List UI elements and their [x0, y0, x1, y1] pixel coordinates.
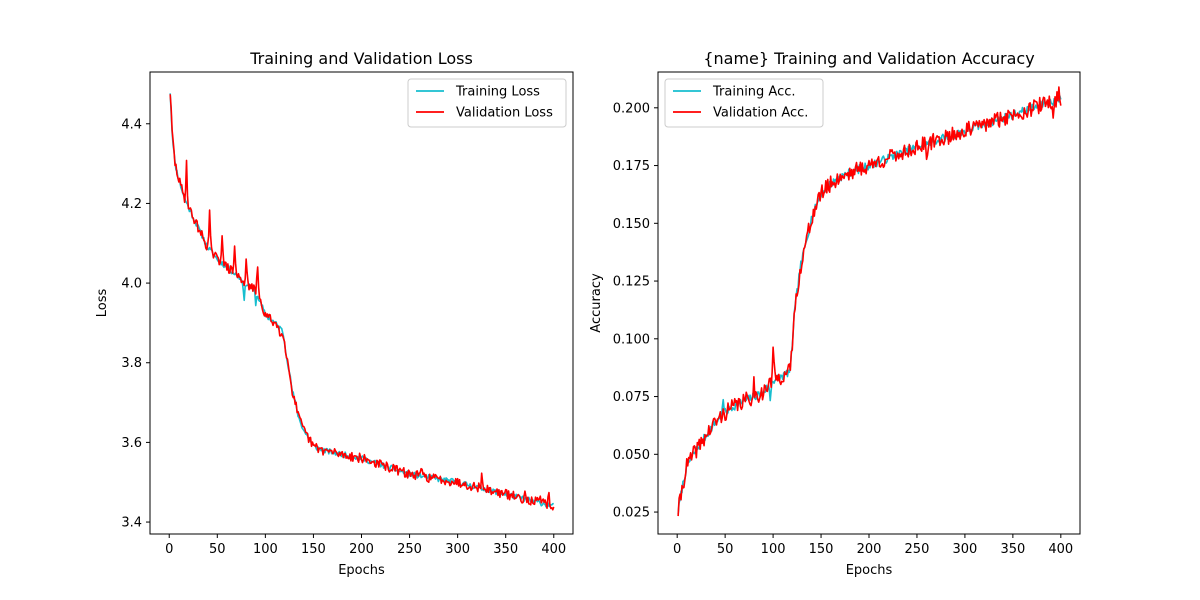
x-tick-label: 250: [397, 542, 422, 557]
legend-box: [664, 78, 824, 128]
x-tick-label: 100: [253, 542, 278, 557]
chart-title: {name} Training and Validation Accuracy: [703, 49, 1034, 68]
x-tick-label: 400: [541, 542, 566, 557]
y-tick-label: 4.0: [121, 277, 142, 292]
legend-label: Validation Loss: [456, 106, 553, 121]
series-lines: [677, 86, 1062, 517]
plot-frame: [149, 71, 574, 535]
y-tick-label: 4.2: [121, 197, 142, 212]
y-tick-label: 0.100: [613, 332, 650, 347]
y-tick-label: 0.050: [613, 448, 650, 463]
series-lines: [169, 93, 555, 511]
series-line-validation-loss: [169, 94, 555, 511]
x-tick-label: 300: [952, 542, 977, 557]
series-line-training-acc: [677, 95, 1062, 515]
y-tick-label: 0.075: [613, 390, 650, 405]
x-tick-label: 150: [301, 542, 326, 557]
accuracy-chart-panel: 0 50 100 150 200 250 300 350 400 0.025 0.050 0.075 0…: [589, 49, 1081, 578]
y-axis-label: Accuracy: [589, 273, 604, 333]
legend-box: [407, 78, 567, 128]
x-tick-label: 0: [673, 542, 681, 557]
x-tick-label: 250: [905, 542, 930, 557]
x-tick-label: 300: [445, 542, 470, 557]
y-tick-label: 4.4: [121, 117, 142, 132]
x-tick-label: 50: [209, 542, 226, 557]
loss-chart-panel: 0 50 100 150 200 250 300 350 400 3.4 3.6 3.8 4.0 4.2 4…: [95, 49, 574, 578]
x-axis-label: Epochs: [338, 563, 385, 578]
legend-label: Validation Acc.: [713, 106, 808, 121]
plot-frame: [657, 71, 1081, 535]
x-tick-label: 50: [717, 542, 734, 557]
y-tick-label: 0.025: [613, 506, 650, 521]
legend-label: Training Acc.: [712, 85, 796, 100]
x-tick-label: 150: [809, 542, 834, 557]
y-tick-label: 3.6: [121, 436, 142, 451]
x-tick-label: 200: [857, 542, 882, 557]
y-tick-label: 0.175: [613, 159, 650, 174]
y-tick-label: 0.200: [613, 101, 650, 116]
chart-title: Training and Validation Loss: [249, 49, 473, 68]
legend: Training Acc. Validation Acc.: [664, 78, 824, 128]
legend: Training Loss Validation Loss: [407, 78, 567, 128]
x-tick-label: 200: [349, 542, 374, 557]
x-tick-label: 400: [1048, 542, 1073, 557]
y-tick-label: 0.150: [613, 217, 650, 232]
y-tick-label: 0.125: [613, 275, 650, 290]
series-line-training-loss: [169, 93, 554, 508]
x-tick-label: 350: [1000, 542, 1025, 557]
x-tick-label: 100: [761, 542, 786, 557]
x-axis-label: Epochs: [846, 563, 893, 578]
y-tick-label: 3.8: [121, 356, 142, 371]
x-tick-label: 350: [493, 542, 518, 557]
x-tick-label: 0: [165, 542, 173, 557]
y-tick-label: 3.4: [121, 516, 142, 531]
series-line-validation-acc: [677, 86, 1062, 517]
y-axis-label: Loss: [95, 289, 110, 318]
legend-label: Training Loss: [455, 85, 540, 100]
